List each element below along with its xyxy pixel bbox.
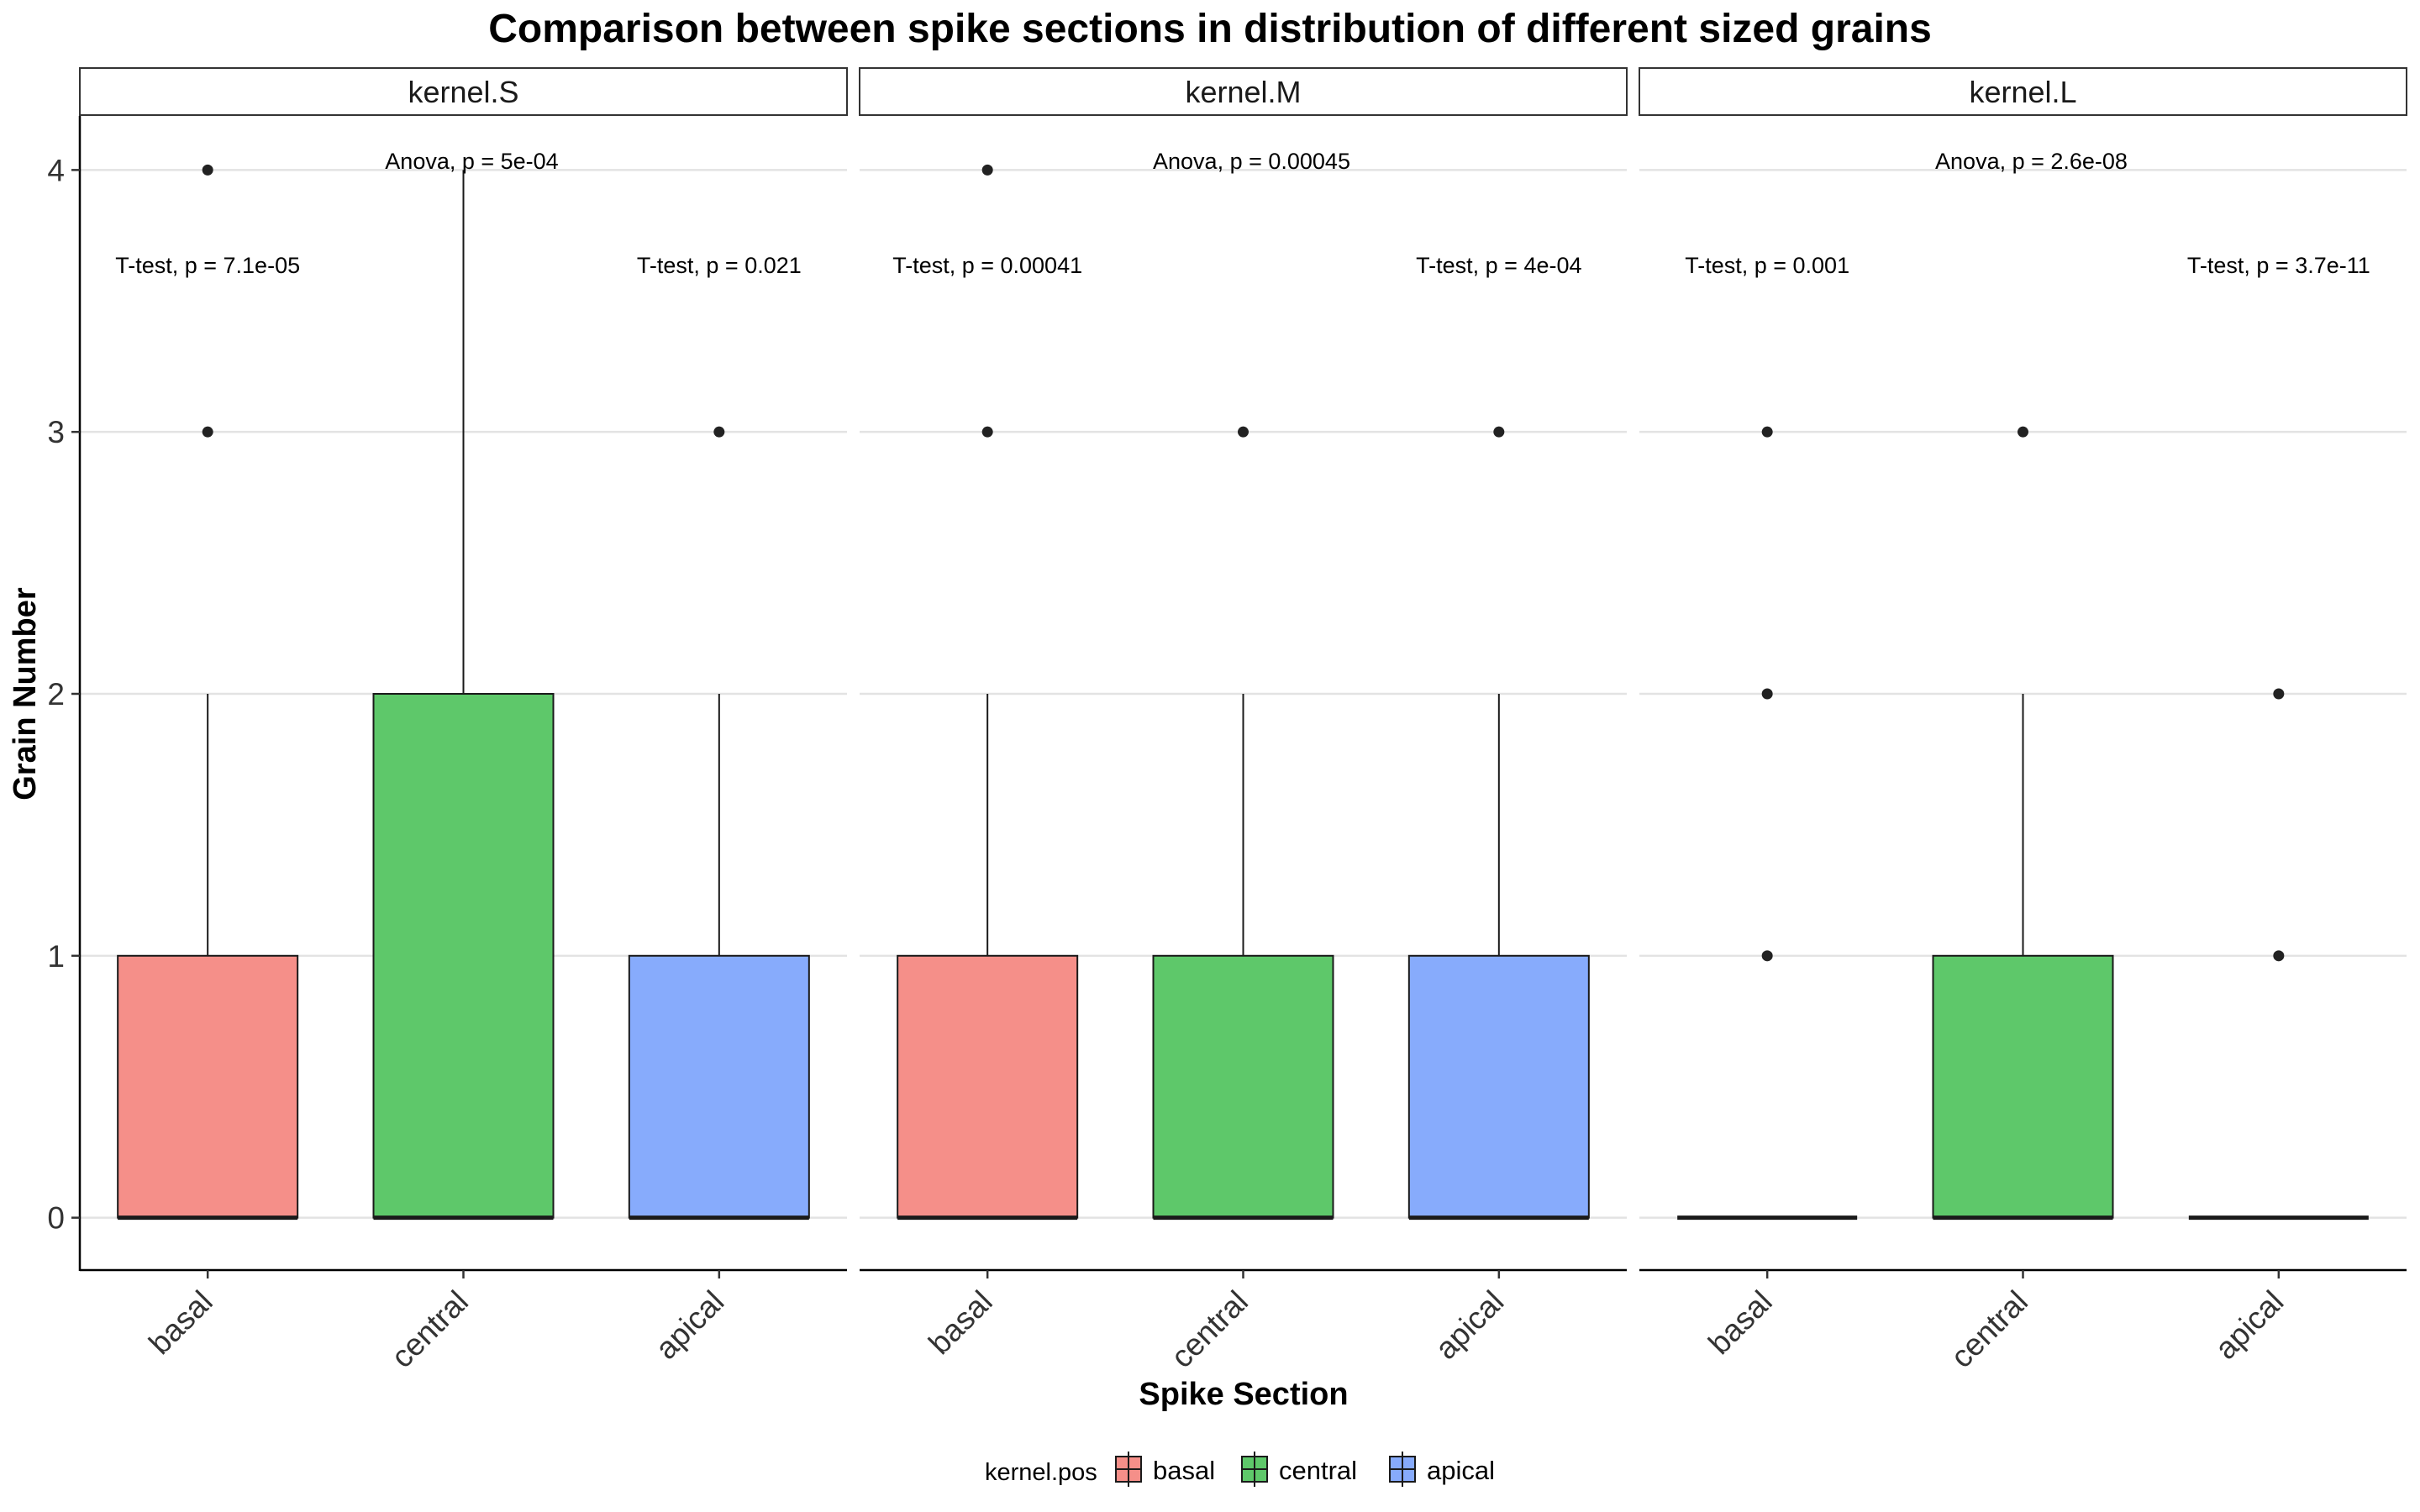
outlier-point <box>1761 688 1773 700</box>
outlier-point <box>2018 426 2028 438</box>
facet-panel-kernel-M: kernel.M basal central apical Anova, p = 0.0… <box>859 67 1628 1375</box>
y-tick-label: 4 <box>47 153 65 187</box>
box-basal <box>117 164 299 1221</box>
anova-annotation: Anova, p = 2.6e-08 <box>1935 149 2128 174</box>
outlier-point <box>981 426 993 438</box>
box-body <box>1152 954 1334 1219</box>
ttest-left-annotation: T-test, p = 0.001 <box>1685 253 1849 278</box>
box-central <box>372 170 555 1221</box>
legend-entry-apical: apical <box>1389 1452 1495 1487</box>
x-axis-label: Spike Section <box>1139 1377 1348 1412</box>
box-apical <box>628 426 810 1221</box>
box-body <box>372 693 555 1219</box>
box-basal <box>897 164 1079 1221</box>
legend-label: basal <box>1153 1456 1215 1485</box>
box-body <box>628 954 810 1219</box>
y-tick-label: 1 <box>47 939 65 974</box>
box-body <box>1932 954 2114 1219</box>
box-body <box>117 954 299 1219</box>
box-body <box>897 954 1079 1219</box>
x-tick-label: basal <box>922 1284 999 1362</box>
ttest-right-annotation: T-test, p = 4e-04 <box>1416 253 1581 278</box>
x-tick-label: apical <box>649 1284 730 1366</box>
facet-strip <box>79 67 848 116</box>
outlier-point <box>1761 426 1773 438</box>
legend-entry-central: central <box>1241 1452 1357 1487</box>
box-body <box>1407 954 1590 1219</box>
y-tick-label: 2 <box>47 677 65 711</box>
x-tick-label: central <box>385 1284 476 1375</box>
ttest-left-annotation: T-test, p = 0.00041 <box>892 253 1082 278</box>
ttest-right-annotation: T-test, p = 0.021 <box>637 253 802 278</box>
box-apical <box>1407 426 1590 1221</box>
legend-label: apical <box>1427 1456 1495 1485</box>
outlier-point <box>202 426 213 438</box>
ttest-left-annotation: T-test, p = 7.1e-05 <box>115 253 300 278</box>
legend: kernel.pos basal central apical <box>985 1452 1495 1487</box>
ttest-right-annotation: T-test, p = 3.7e-11 <box>2187 253 2370 278</box>
legend-title: kernel.pos <box>985 1459 1097 1486</box>
outlier-point <box>202 164 213 176</box>
x-tick-label: central <box>1944 1284 2035 1375</box>
box-basal <box>1677 426 1858 1221</box>
outlier-point <box>1761 950 1773 962</box>
box-central <box>1932 426 2114 1221</box>
outlier-point <box>2273 950 2285 962</box>
facet-strip-label: kernel.S <box>408 75 518 109</box>
facet-panel-kernel-L: kernel.L basal central apical Anova, p = 2.6… <box>1639 67 2407 1375</box>
legend-entry-basal: basal <box>1115 1452 1215 1487</box>
outlier-point <box>2273 688 2285 700</box>
outlier-point <box>1238 426 1249 438</box>
y-axis: 0 1 2 3 4 <box>47 116 82 1271</box>
legend-label: central <box>1279 1456 1357 1485</box>
y-tick-label: 0 <box>47 1201 65 1236</box>
box-central <box>1152 426 1334 1221</box>
x-tick-label: basal <box>142 1284 219 1362</box>
box-apical <box>2188 688 2369 1221</box>
x-tick-label: apical <box>2208 1284 2290 1366</box>
y-tick-label: 3 <box>47 415 65 449</box>
outlier-point <box>981 164 993 176</box>
y-axis-label: Grain Number <box>8 587 43 801</box>
outlier-point <box>713 426 725 438</box>
x-tick-label: apical <box>1428 1284 1510 1366</box>
facet-strip <box>1639 67 2407 116</box>
facet-panel-kernel-S: kernel.S basal central apical Anova, p = 5e-… <box>79 67 848 1375</box>
chart-title: Comparison between spike sections in dis… <box>488 7 1932 51</box>
anova-annotation: Anova, p = 5e-04 <box>385 149 558 174</box>
facet-strip-label: kernel.M <box>1185 75 1301 109</box>
outlier-point <box>1493 426 1505 438</box>
x-tick-label: central <box>1165 1284 1255 1375</box>
facet-strip <box>859 67 1628 116</box>
x-tick-label: basal <box>1702 1284 1779 1362</box>
facet-panels: kernel.S basal central apical Anova, p = 5e-… <box>79 67 2407 1375</box>
facet-strip-label: kernel.L <box>1969 75 2076 109</box>
anova-annotation: Anova, p = 0.00045 <box>1153 149 1350 174</box>
